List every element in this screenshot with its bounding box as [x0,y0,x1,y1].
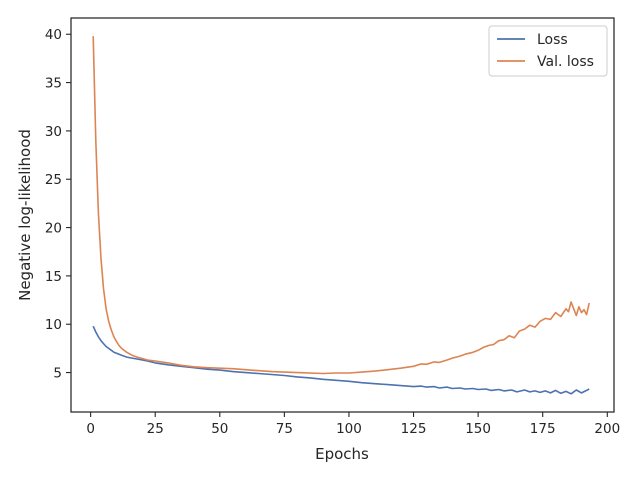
y-tick-label: 35 [45,76,62,92]
y-axis-label: Negative log-likelihood [16,129,34,301]
y-tick-label: 5 [53,366,62,382]
y-tick-label: 25 [45,172,62,188]
series-line-1 [92,36,590,375]
x-tick-label: 0 [86,421,95,437]
legend-label: Loss [537,32,568,48]
x-tick-label: 200 [594,421,620,437]
x-tick-label: 150 [465,421,491,437]
legend-label: Val. loss [537,54,594,70]
y-tick-label: 40 [45,27,62,43]
x-tick-label: 175 [530,421,556,437]
y-axis-ticks: 5 10 15 20 25 30 35 40 [45,27,71,382]
x-axis-label: Epochs [315,445,369,463]
y-tick-label: 20 [45,221,62,237]
x-tick-label: 25 [147,421,164,437]
x-tick-label: 100 [336,421,362,437]
x-tick-label: 75 [276,421,293,437]
y-tick-label: 10 [45,317,62,333]
x-axis-ticks: 0 25 50 75 100 125 150 175 200 [86,412,620,437]
series-line-0 [92,325,590,395]
plot-frame [70,17,615,413]
x-tick-label: 50 [211,421,228,437]
plot-lines [92,36,590,395]
y-tick-label: 30 [45,124,62,140]
legend: Loss Val. loss [488,25,608,77]
x-tick-label: 125 [401,421,427,437]
y-tick-label: 15 [45,269,62,285]
